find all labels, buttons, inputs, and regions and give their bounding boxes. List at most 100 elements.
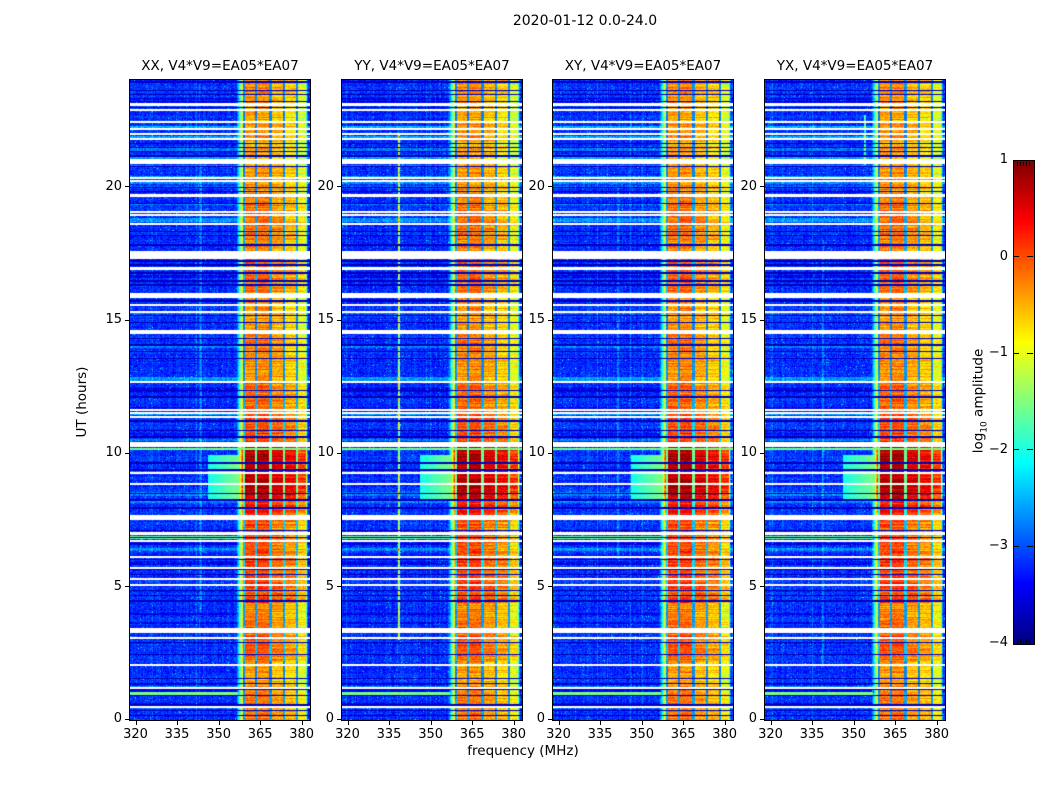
x-tick-label-YY-335: 335 <box>376 727 402 742</box>
colorbar-tick-right--2 <box>1027 449 1033 451</box>
y-tick-label-XY-20: 20 <box>528 178 545 194</box>
y-tick-XX-10 <box>125 452 129 454</box>
y-tick-XY-10 <box>548 452 552 454</box>
x-tick-YX-380 <box>936 721 938 725</box>
y-tick-label-XX-15: 15 <box>105 312 122 327</box>
x-tick-label-YY-350: 350 <box>418 727 444 742</box>
colorbar-tick-label-0: 0 <box>999 248 1008 264</box>
colorbar-minor-ticks-top <box>1017 162 1031 166</box>
y-tick-YY-20 <box>337 186 341 188</box>
x-tick-label-XX-380: 380 <box>289 727 315 742</box>
y-tick-YX-20 <box>760 186 764 188</box>
y-tick-XY-5 <box>548 586 552 588</box>
x-tick-XY-320 <box>558 721 560 725</box>
y-tick-YY-0 <box>337 719 341 720</box>
x-tick-label-YX-350: 350 <box>841 727 867 742</box>
colorbar <box>1013 160 1035 645</box>
x-axis-label: frequency (MHz) <box>467 743 579 759</box>
y-tick-label-XY-5: 5 <box>536 578 545 594</box>
y-tick-label-YY-10: 10 <box>317 445 334 461</box>
spectrogram-canvas-YY <box>342 80 522 720</box>
colorbar-tick-left--2 <box>1013 449 1019 451</box>
x-tick-label-XX-350: 350 <box>206 727 232 742</box>
x-tick-XX-380 <box>301 721 303 725</box>
y-tick-YY-5 <box>337 586 341 588</box>
x-tick-XX-335 <box>177 721 179 725</box>
x-tick-YX-365 <box>895 721 897 725</box>
x-tick-label-XX-320: 320 <box>123 727 148 742</box>
y-tick-XX-15 <box>125 319 129 321</box>
y-tick-XX-0 <box>125 719 129 720</box>
colorbar-tick-right--3 <box>1027 545 1033 547</box>
colorbar-label-subscript: 10 <box>979 421 990 433</box>
y-tick-label-XY-10: 10 <box>528 445 545 461</box>
y-tick-label-YX-0: 0 <box>748 711 757 726</box>
spectrogram-panel-YY <box>341 79 523 721</box>
x-tick-YY-320 <box>347 721 349 725</box>
x-tick-YX-350 <box>853 721 855 725</box>
y-tick-label-XY-15: 15 <box>528 312 545 327</box>
spectrogram-panel-XX <box>129 79 311 721</box>
colorbar-tick-right-0 <box>1027 256 1033 258</box>
y-tick-label-YY-5: 5 <box>325 578 334 594</box>
y-tick-label-YY-20: 20 <box>317 178 334 194</box>
x-tick-label-YY-380: 380 <box>501 727 527 742</box>
colorbar-tick-label--4: −4 <box>988 635 1008 650</box>
panel-title-XY: XY, V4*V9=EA05*EA07 <box>564 58 722 74</box>
y-tick-label-XX-20: 20 <box>105 178 122 194</box>
panel-title-YY: YY, V4*V9=EA05*EA07 <box>354 58 510 74</box>
x-tick-label-XY-350: 350 <box>629 727 655 742</box>
y-tick-YX-15 <box>760 319 764 321</box>
y-tick-XY-15 <box>548 319 552 321</box>
y-tick-label-YY-0: 0 <box>325 711 334 726</box>
x-tick-label-YX-365: 365 <box>882 727 908 742</box>
y-tick-label-XX-0: 0 <box>113 711 122 726</box>
y-tick-XX-20 <box>125 186 129 188</box>
y-tick-label-YX-5: 5 <box>748 578 757 594</box>
x-tick-YX-335 <box>812 721 814 725</box>
colorbar-tick-left--1 <box>1013 352 1019 354</box>
x-tick-label-YY-320: 320 <box>335 727 360 742</box>
x-tick-XX-320 <box>135 721 137 725</box>
spectrogram-canvas-XY <box>553 80 733 720</box>
x-tick-label-YX-335: 335 <box>799 727 825 742</box>
x-tick-label-XX-365: 365 <box>247 727 273 742</box>
y-tick-label-XX-5: 5 <box>113 578 122 594</box>
colorbar-tick-label--3: −3 <box>988 538 1008 554</box>
y-tick-YX-5 <box>760 586 764 588</box>
x-tick-label-YX-320: 320 <box>758 727 783 742</box>
x-tick-XY-335 <box>600 721 602 725</box>
y-tick-YY-10 <box>337 452 341 454</box>
y-tick-label-XX-10: 10 <box>105 445 122 461</box>
x-tick-label-XX-335: 335 <box>164 727 190 742</box>
y-tick-XY-20 <box>548 186 552 188</box>
x-tick-label-XY-380: 380 <box>712 727 738 742</box>
x-tick-YY-380 <box>513 721 515 725</box>
x-tick-label-YX-380: 380 <box>924 727 950 742</box>
colorbar-tick-label-1: 1 <box>999 152 1008 167</box>
colorbar-tick-label--2: −2 <box>988 441 1008 457</box>
panel-title-XX: XX, V4*V9=EA05*EA07 <box>141 58 299 74</box>
y-axis-label: UT (hours) <box>74 366 90 438</box>
x-tick-YY-350 <box>430 721 432 725</box>
colorbar-tick-right--1 <box>1027 352 1033 354</box>
figure-title: 2020-01-12 0.0-24.0 <box>512 13 658 29</box>
colorbar-tick-label--1: −1 <box>988 345 1008 361</box>
spectrogram-canvas-YX <box>765 80 945 720</box>
x-tick-label-XY-365: 365 <box>670 727 696 742</box>
y-tick-label-YX-20: 20 <box>740 178 757 194</box>
x-tick-XY-350 <box>641 721 643 725</box>
panel-title-YX: YX, V4*V9=EA05*EA07 <box>776 58 934 74</box>
y-tick-XX-5 <box>125 586 129 588</box>
y-tick-YX-10 <box>760 452 764 454</box>
colorbar-tick-left-0 <box>1013 256 1019 258</box>
colorbar-minor-ticks-bottom <box>1017 639 1031 643</box>
colorbar-tick-left--3 <box>1013 545 1019 547</box>
x-tick-XY-365 <box>683 721 685 725</box>
x-tick-XX-350 <box>218 721 220 725</box>
x-tick-label-XY-335: 335 <box>587 727 613 742</box>
spectrogram-canvas-XX <box>130 80 310 720</box>
x-tick-label-XY-320: 320 <box>546 727 571 742</box>
y-tick-label-XY-0: 0 <box>536 711 545 726</box>
y-tick-label-YY-15: 15 <box>317 312 334 327</box>
